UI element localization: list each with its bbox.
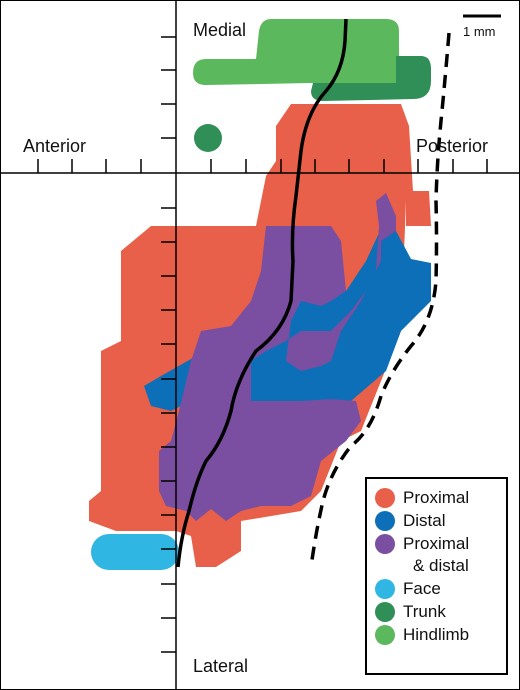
legend-item-face: Face — [375, 578, 506, 600]
legend-swatch-proximal-distal — [375, 534, 395, 554]
legend-item-hindlimb: Hindlimb — [375, 624, 506, 646]
axis-ticks — [37, 36, 488, 653]
legend-label: Proximal — [403, 534, 470, 553]
region-trunk-spot — [194, 124, 222, 152]
scale-bar-label: 1 mm — [463, 24, 496, 39]
legend-item-trunk: Trunk — [375, 601, 506, 623]
legend-label: Proximal — [403, 488, 470, 507]
solid-boundary-line — [176, 18, 348, 568]
legend-swatch-trunk — [375, 602, 395, 622]
legend-swatch-face — [375, 579, 395, 599]
region-hindlimb — [193, 19, 429, 85]
legend-label: Face — [403, 579, 441, 598]
legend-label: Distal — [403, 511, 446, 530]
legend-swatch-hindlimb — [375, 625, 395, 645]
anterior-label: Anterior — [23, 136, 87, 156]
posterior-label: Posterior — [416, 136, 489, 156]
legend-label-line2: & distal — [413, 556, 469, 575]
legend-item-distal: Distal — [375, 510, 506, 532]
region-trunk-upper — [311, 56, 431, 101]
lateral-label: Lateral — [193, 656, 249, 676]
legend-swatch-distal — [375, 511, 395, 531]
legend-item-proximal: Proximal — [375, 487, 506, 509]
legend-item-proximal-distal: Proximal & distal — [375, 533, 506, 577]
medial-label: Medial — [193, 20, 247, 40]
region-proximal-distal — [159, 193, 396, 521]
legend-label: Hindlimb — [403, 625, 470, 644]
legend-swatch-proximal — [375, 488, 395, 508]
legend-label: Trunk — [403, 602, 446, 621]
region-face — [91, 534, 179, 570]
legend: Proximal Distal Proximal & distal Face T… — [365, 477, 508, 675]
